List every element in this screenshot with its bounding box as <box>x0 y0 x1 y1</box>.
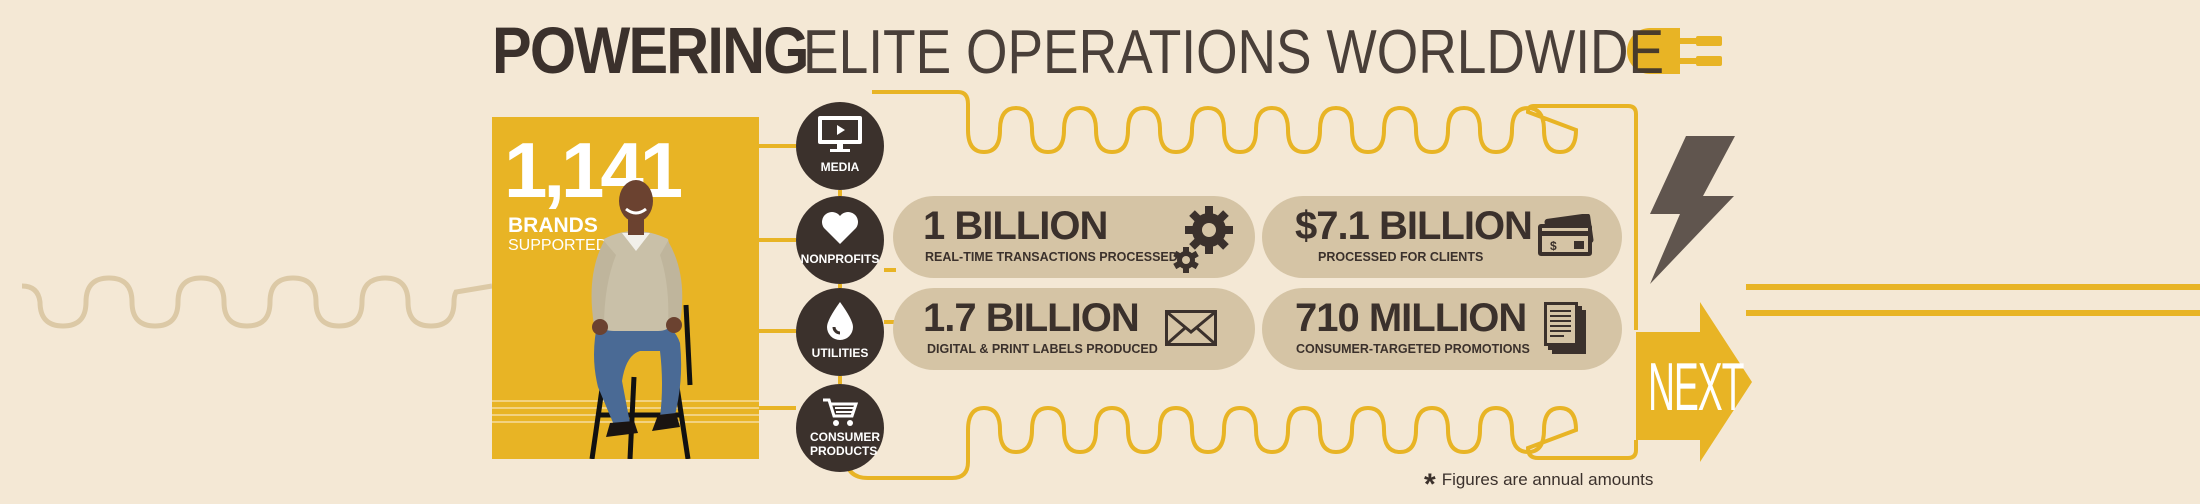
footnote-star: * <box>1424 468 1436 501</box>
plug-icon <box>1627 28 1722 74</box>
monitor-icon <box>818 116 862 152</box>
seated-man-photo <box>589 180 693 459</box>
category-label: NONPROFITS <box>800 252 880 266</box>
category-label: MEDIA <box>820 160 860 174</box>
category-media: MEDIA <box>796 102 884 190</box>
category-utilities: UTILITIES <box>796 288 884 376</box>
next-button-label[interactable]: NEXT <box>1648 349 1744 425</box>
stat-value: 710 MILLION <box>1295 296 1527 340</box>
envelope-icon <box>1165 310 1217 346</box>
stat-caption: REAL-TIME TRANSACTIONS PROCESSED <box>925 250 1178 264</box>
stat-value: 1.7 BILLION <box>923 296 1140 340</box>
bottom-wire <box>844 405 1638 480</box>
brands-panel: 1,141 BRANDS SUPPORTED <box>492 117 759 459</box>
stat-caption: CONSUMER-TARGETED PROMOTIONS <box>1296 342 1530 356</box>
category-label: CONSUMER PRODUCTS <box>810 430 881 458</box>
page-title: POWERING ELITE OPERATIONS WORLDWIDE <box>492 10 1804 90</box>
brands-label-top: BRANDS <box>508 214 598 237</box>
footnote: * Figures are annual amounts <box>1424 468 1653 502</box>
water-drop-icon <box>827 302 853 340</box>
heart-icon <box>822 212 858 244</box>
documents-icon <box>1544 302 1586 354</box>
brands-label-bottom: SUPPORTED <box>508 237 608 254</box>
gears-icon <box>1173 206 1233 273</box>
title-bold: POWERING <box>492 13 809 87</box>
stat-caption: PROCESSED FOR CLIENTS <box>1318 250 1484 264</box>
lightning-bolt-icon <box>1650 136 1735 284</box>
category-nonprofits: NONPROFITS <box>796 196 884 284</box>
stat-promotions: 710 MILLION CONSUMER-TARGETED PROMOTIONS <box>1262 288 1622 370</box>
next-arrow-shape <box>1636 302 1752 462</box>
right-lines <box>1746 284 2200 316</box>
category-label: UTILITIES <box>811 346 869 360</box>
shopping-cart-icon <box>823 398 859 426</box>
title-light: ELITE OPERATIONS WORLDWIDE <box>803 18 1665 87</box>
left-wire <box>21 275 493 329</box>
footnote-text: Figures are annual amounts <box>1441 470 1654 489</box>
brands-count: 1,141 <box>504 126 683 214</box>
category-consumer-products: CONSUMER PRODUCTS <box>796 384 884 472</box>
credit-card-icon: $ <box>1538 214 1594 256</box>
stat-value: 1 BILLION <box>923 204 1108 248</box>
svg-text:$: $ <box>1550 239 1557 253</box>
stat-value: $7.1 BILLION <box>1295 204 1533 248</box>
stat-processed: $7.1 BILLION PROCESSED FOR CLIENTS $ <box>1262 196 1622 278</box>
stat-labels: 1.7 BILLION DIGITAL & PRINT LABELS PRODU… <box>893 288 1255 370</box>
stat-caption: DIGITAL & PRINT LABELS PRODUCED <box>927 342 1158 356</box>
top-wire <box>872 90 1638 330</box>
stat-transactions: 1 BILLION REAL-TIME TRANSACTIONS PROCESS… <box>893 196 1255 278</box>
